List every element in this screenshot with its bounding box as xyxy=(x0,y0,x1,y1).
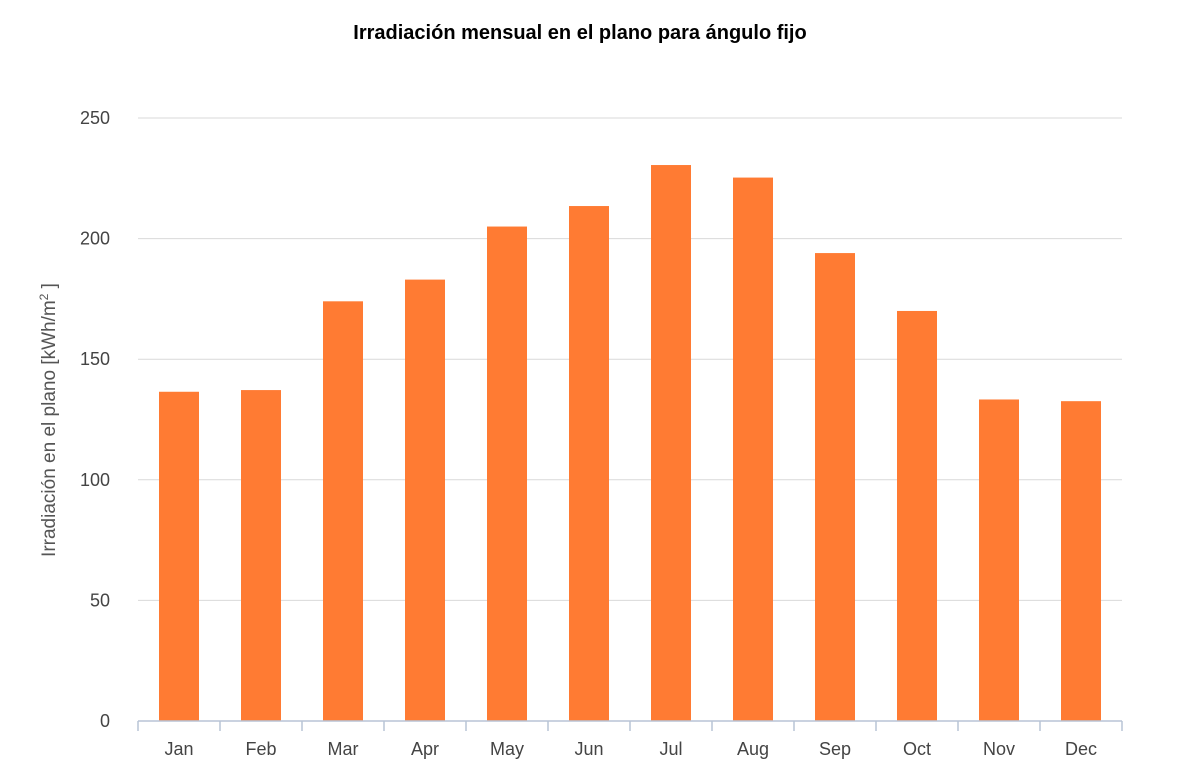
bar xyxy=(241,390,281,721)
y-tick-label: 200 xyxy=(80,229,110,249)
x-tick-label: Nov xyxy=(983,739,1015,759)
x-tick-label: Dec xyxy=(1065,739,1097,759)
y-tick-label: 50 xyxy=(90,590,110,610)
bar xyxy=(487,226,527,722)
bar xyxy=(733,177,773,721)
x-tick-label: Aug xyxy=(737,739,769,759)
x-tick-label: Apr xyxy=(411,739,439,759)
x-tick-label: May xyxy=(490,739,524,759)
bar xyxy=(897,310,937,721)
y-tick-label: 250 xyxy=(80,108,110,128)
bars xyxy=(159,165,1101,722)
x-tick-label: Jan xyxy=(164,739,193,759)
bar xyxy=(159,391,199,721)
bar xyxy=(405,279,445,721)
y-tick-label: 150 xyxy=(80,349,110,369)
x-tick-label: Feb xyxy=(245,739,276,759)
bar xyxy=(323,301,363,721)
x-tick-label: Mar xyxy=(328,739,359,759)
bar xyxy=(569,206,609,722)
bar xyxy=(815,253,855,721)
bar xyxy=(651,165,691,721)
x-tick-label: Jul xyxy=(659,739,682,759)
bar xyxy=(1061,401,1101,721)
x-axis: Jan Feb Mar Apr May Jun Jul Aug Sep Oct Nov Dec xyxy=(137,720,1123,759)
y-tick-label: 0 xyxy=(100,711,110,731)
y-axis-ticks: 0 50 100 150 200 250 xyxy=(80,108,110,731)
y-tick-label: 100 xyxy=(80,470,110,490)
y-axis-title: Irradiación en el plano [kWh/m2 ] xyxy=(37,283,60,557)
chart-title: Irradiación mensual en el plano para áng… xyxy=(353,22,807,44)
x-tick-label: Oct xyxy=(903,739,931,759)
bar xyxy=(979,399,1019,721)
gridlines xyxy=(138,117,1122,601)
x-tick-label: Jun xyxy=(574,739,603,759)
x-tick-label: Sep xyxy=(819,739,851,759)
